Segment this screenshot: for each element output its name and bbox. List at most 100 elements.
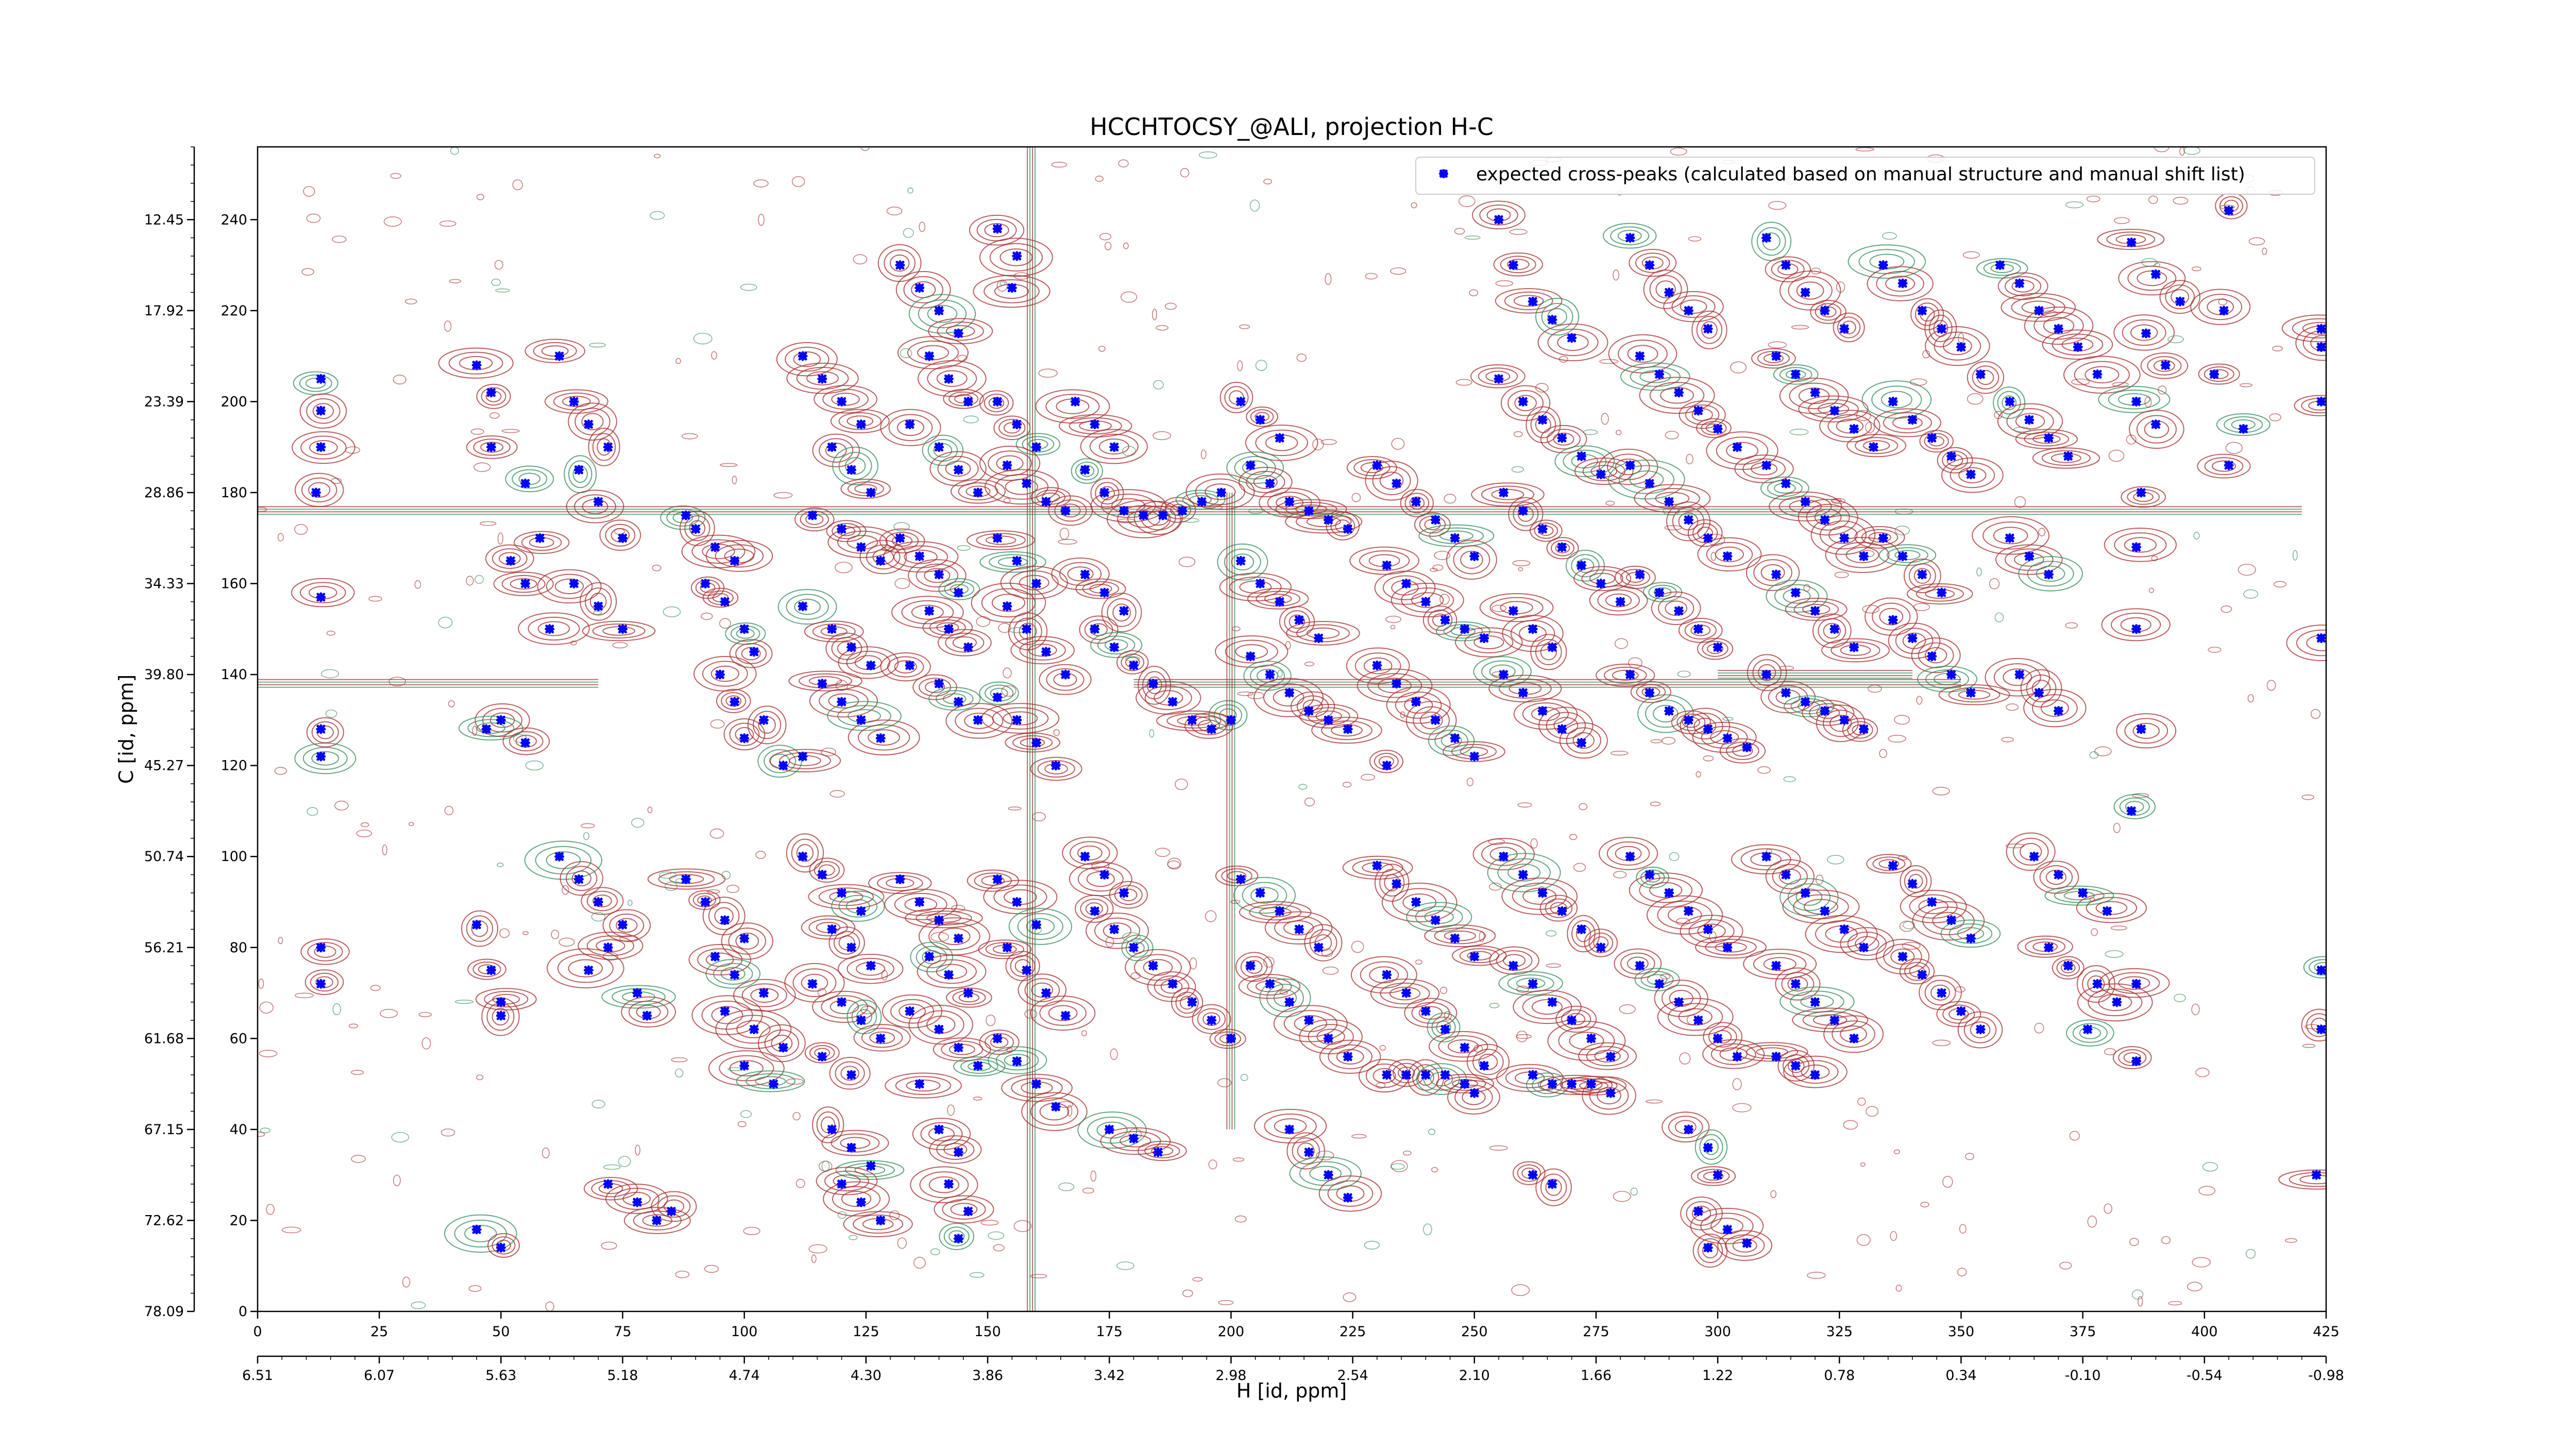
- contour-ring: [908, 559, 967, 592]
- contour-ring: [1117, 505, 1171, 533]
- noise-contour: [835, 680, 848, 692]
- contour-ring: [1757, 350, 1790, 366]
- expected-peak-marker: [963, 988, 973, 998]
- contour-ring: [1438, 1035, 1488, 1058]
- expected-peak-marker: [2175, 296, 2185, 307]
- contour-ring: [821, 995, 868, 1019]
- contour-ring: [1588, 932, 1614, 954]
- noise-contour: [1994, 612, 2004, 622]
- contour-ring: [1369, 749, 1403, 773]
- contour-ring: [1541, 302, 1573, 331]
- expected-peak-marker: [1167, 979, 1178, 989]
- contour-ring: [1815, 303, 1842, 321]
- noise-contour: [294, 992, 314, 999]
- contour-ring: [834, 931, 860, 955]
- contour-ring: [723, 718, 766, 751]
- expected-peak-marker: [1907, 415, 1918, 425]
- contour-ring: [720, 967, 745, 981]
- contour-ring: [2278, 1169, 2326, 1190]
- contour-ring: [1810, 515, 1876, 555]
- noise-contour: [562, 885, 569, 895]
- contour-ring: [837, 954, 904, 984]
- expected-peak-marker: [2131, 396, 2142, 407]
- contour-ring: [1165, 500, 1191, 519]
- contour-ring: [1916, 586, 1964, 602]
- contour-ring: [984, 279, 1040, 304]
- expected-peak-marker: [316, 751, 326, 762]
- contour-ring: [1030, 996, 1096, 1031]
- expected-peak-marker: [1022, 478, 1032, 488]
- contour-ring: [917, 1010, 964, 1039]
- contour-ring: [848, 719, 920, 755]
- expected-peak-marker: [583, 419, 594, 430]
- contour-ring: [1686, 1201, 1717, 1226]
- contour-ring: [1888, 622, 1941, 659]
- contour-ring: [691, 539, 745, 564]
- contour-ring: [1865, 597, 1918, 636]
- contour-ring: [844, 457, 866, 475]
- contour-ring: [979, 238, 1053, 277]
- expected-peak-marker: [1420, 597, 1431, 607]
- contour-ring: [1209, 1029, 1246, 1049]
- contour-ring: [1417, 1069, 1434, 1086]
- contour-ring: [1798, 395, 1869, 423]
- noise-contour: [439, 220, 456, 227]
- contour-ring: [2017, 935, 2073, 958]
- contour-ring: [1691, 310, 1727, 349]
- contour-ring: [1915, 302, 1940, 326]
- contour-ring: [769, 749, 841, 772]
- noise-contour: [998, 622, 1011, 633]
- contour-ring: [1662, 1111, 1710, 1143]
- contour-ring: [1993, 386, 2026, 419]
- noise-contour: [821, 747, 836, 756]
- noise-contour: [681, 433, 698, 440]
- x-ppm-tick-label: 5.63: [485, 1368, 516, 1384]
- contour-ring: [1910, 298, 1944, 330]
- expected-peak-marker: [1937, 587, 1947, 598]
- contour-ring: [1629, 872, 1703, 908]
- contour-ring: [2040, 699, 2069, 717]
- expected-peak-marker: [1041, 497, 1051, 507]
- noise-contour: [1616, 430, 1622, 435]
- expected-peak-marker: [583, 965, 594, 975]
- noise-contour: [525, 760, 544, 771]
- expected-peak-marker: [953, 1147, 963, 1157]
- contour-ring: [1545, 898, 1573, 918]
- expected-peak-marker: [1119, 888, 1129, 898]
- contour-ring: [592, 624, 646, 639]
- contour-ring: [657, 1195, 691, 1218]
- contour-ring: [919, 1171, 969, 1199]
- noise-contour: [1902, 941, 1921, 950]
- contour-ring: [2012, 837, 2049, 866]
- noise-contour: [1320, 439, 1337, 445]
- expected-peak-marker: [505, 555, 516, 566]
- contour-ring: [1478, 367, 1518, 385]
- contour-ring: [1352, 858, 1403, 877]
- expected-peak-marker: [1469, 751, 1480, 762]
- noise-contour: [382, 844, 387, 855]
- contour-ring: [942, 693, 967, 704]
- expected-peak-marker: [1645, 260, 1655, 271]
- contour-ring: [1894, 550, 1921, 561]
- expected-peak-marker: [720, 1006, 730, 1016]
- contour-ring: [580, 582, 617, 621]
- contour-ring: [1903, 558, 1941, 594]
- contour-ring: [1411, 592, 1444, 608]
- contour-ring: [2219, 196, 2244, 216]
- noise-contour: [1866, 1106, 1879, 1117]
- expected-peak-marker: [1460, 1042, 1470, 1053]
- expected-peak-marker: [2024, 551, 2035, 562]
- contour-ring: [680, 510, 715, 546]
- noise-contour: [913, 1257, 926, 1269]
- noise-contour: [2274, 581, 2286, 588]
- contour-ring: [2065, 1019, 2114, 1047]
- contour-ring: [485, 544, 534, 573]
- noise-contour: [326, 630, 335, 636]
- contour-ring: [2122, 319, 2166, 346]
- contour-ring: [305, 377, 326, 389]
- noise-contour: [2104, 1203, 2113, 1214]
- noise-contour: [2144, 396, 2152, 408]
- expected-peak-marker: [1781, 870, 1791, 880]
- expected-peak-marker: [316, 724, 326, 734]
- expected-peak-marker: [1508, 260, 1518, 271]
